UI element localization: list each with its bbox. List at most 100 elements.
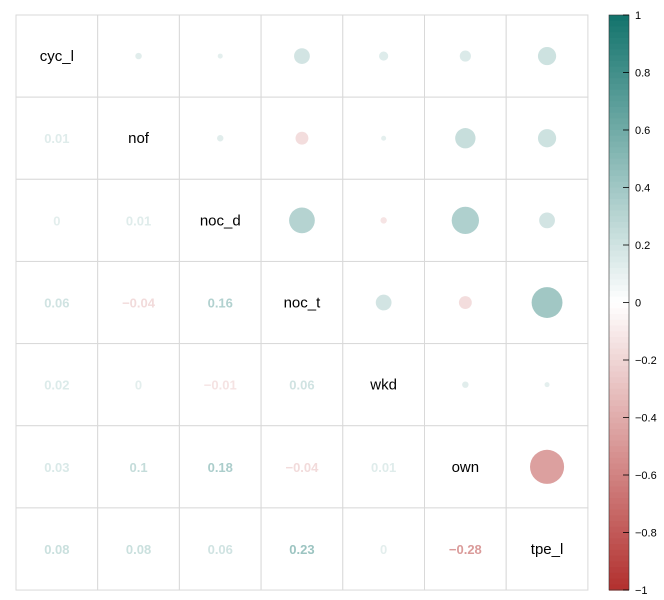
colorbar-segment	[609, 475, 629, 482]
colorbar-segment	[609, 227, 629, 235]
correlation-circle	[381, 135, 387, 141]
correlation-value: 0.01	[44, 131, 69, 146]
colorbar-segment	[609, 187, 629, 194]
colorbar-segment	[609, 181, 629, 189]
diagonal-label: own	[452, 459, 480, 476]
colorbar-segment	[609, 49, 629, 56]
correlation-value: −0.01	[204, 378, 237, 393]
colorbar-segment	[609, 394, 629, 401]
colorbar-segment	[609, 331, 629, 338]
colorbar-segment	[609, 273, 629, 281]
correlation-circle	[531, 287, 563, 318]
colorbar-segment	[609, 469, 629, 476]
diagonal-label: noc_t	[284, 295, 322, 312]
colorbar-tick-label: 0	[635, 298, 641, 310]
colorbar-segment	[609, 452, 629, 459]
correlation-circle	[458, 296, 472, 309]
colorbar-segment	[609, 291, 629, 298]
colorbar-segment	[609, 233, 629, 240]
colorbar-segment	[609, 43, 629, 51]
colorbar-tick-label: −0.4	[635, 413, 657, 425]
colorbar-segment	[609, 567, 629, 574]
colorbar-segment	[609, 388, 629, 396]
correlation-circle	[539, 212, 555, 229]
correlation-value: 0.08	[126, 542, 151, 557]
colorbar-segment	[609, 176, 629, 183]
diagonal-label: nof	[128, 130, 150, 147]
colorbar-tick-label: 0.2	[635, 240, 650, 252]
colorbar-segment	[609, 147, 629, 154]
colorbar-segment	[609, 521, 629, 528]
colorbar-segment	[609, 503, 629, 511]
colorbar-segment	[609, 72, 629, 79]
colorbar-segment	[609, 377, 629, 384]
colorbar-segment	[609, 112, 629, 120]
correlation-value: 0.03	[44, 460, 69, 475]
grid-cell	[424, 507, 507, 591]
correlation-circle	[217, 53, 223, 59]
colorbar-segment	[609, 434, 629, 442]
colorbar-segment	[609, 549, 629, 557]
colorbar-segment	[609, 124, 629, 131]
colorbar-segment	[609, 555, 629, 562]
colorbar-segment	[609, 492, 629, 499]
correlation-circle	[537, 46, 557, 66]
correlation-circle	[462, 381, 469, 388]
colorbar-segment	[609, 371, 629, 378]
correlation-circle	[135, 52, 142, 60]
colorbar-segment	[609, 480, 629, 488]
colorbar: 1 0.8 0.6 0.4 0.2 0 −0.2 −0.4 −0.6 −0.8 −1	[608, 10, 657, 597]
correlation-circle	[289, 207, 315, 234]
colorbar-segment	[609, 84, 629, 91]
colorbar-segment	[609, 302, 629, 309]
grid-cell	[178, 343, 262, 427]
grid-cell	[505, 96, 589, 180]
correlation-value: 0.23	[289, 542, 314, 557]
correlation-circle	[294, 48, 310, 64]
colorbar-segment	[609, 325, 629, 332]
colorbar-segment	[609, 538, 629, 545]
colorbar-segment	[609, 107, 629, 114]
colorbar-segment	[609, 95, 629, 102]
correlation-circle	[451, 206, 480, 235]
colorbar-segment	[609, 584, 629, 591]
colorbar-segment	[609, 256, 629, 263]
colorbar-segment	[609, 457, 629, 465]
grid-cell	[97, 178, 180, 262]
grid-cell	[97, 425, 180, 509]
correlation-value: 0.01	[126, 213, 151, 228]
colorbar-segment	[609, 222, 629, 229]
grid-cell	[178, 507, 262, 591]
colorbar-segment	[609, 118, 629, 125]
grid-cell	[15, 425, 99, 509]
colorbar-tick-label: 0.4	[635, 183, 650, 195]
colorbar-segment	[609, 193, 629, 200]
correlation-value: −0.28	[449, 542, 482, 557]
grid-cell	[260, 260, 344, 345]
correlation-value: −0.04	[285, 460, 319, 475]
diagonal-label: tpe_l	[531, 541, 564, 558]
colorbar-tick-label: 0.6	[635, 125, 650, 137]
colorbar-segment	[609, 526, 629, 534]
correlation-value: 0.06	[289, 378, 314, 393]
grid-cell	[15, 260, 99, 345]
colorbar-segment	[609, 158, 629, 166]
colorbar-segment	[609, 578, 629, 585]
colorbar-segment	[609, 400, 629, 407]
colorbar-segment	[609, 440, 629, 447]
grid-cell	[342, 425, 425, 509]
correlation-value: 0.1	[130, 460, 148, 475]
colorbar-segment	[609, 199, 629, 206]
colorbar-segment	[609, 354, 629, 361]
colorbar-segment	[609, 411, 629, 419]
correlation-circle	[379, 51, 389, 61]
colorbar-segment	[609, 572, 629, 580]
correlation-value: 0.02	[44, 378, 69, 393]
colorbar-segment	[609, 164, 629, 171]
colorbar-segment	[609, 532, 629, 539]
colorbar-segment	[609, 308, 629, 315]
correlation-circle	[295, 131, 309, 145]
colorbar-segment	[609, 509, 629, 516]
correlation-circle	[544, 382, 550, 388]
